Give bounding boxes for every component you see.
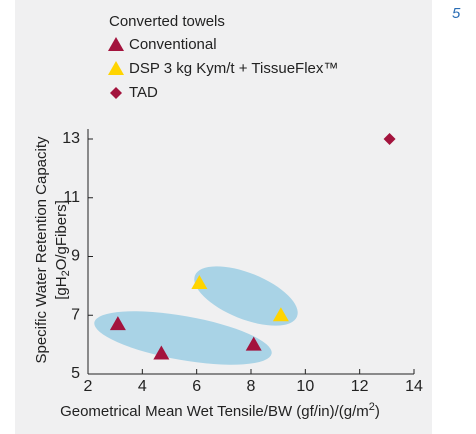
- x-tick-label: 4: [138, 378, 147, 395]
- legend-marker: [108, 61, 124, 75]
- x-tick-label: 14: [405, 378, 423, 395]
- figure-number: 5: [452, 5, 461, 22]
- x-label-sup: 2: [369, 401, 375, 413]
- x-tick-label: 6: [192, 378, 201, 395]
- point: [109, 316, 126, 331]
- y-tick-label: 9: [71, 248, 80, 265]
- cluster-ellipse: [94, 311, 272, 365]
- x-axis-label: Geometrical Mean Wet Tensile/BW (gf/in)/…: [60, 401, 380, 420]
- point: [191, 274, 208, 289]
- legend-title: Converted towels: [109, 13, 225, 30]
- y-label-sub: 2: [60, 270, 72, 276]
- legend-label: TAD: [129, 84, 158, 101]
- legend-label: Conventional: [129, 36, 217, 53]
- legend-marker: [110, 87, 122, 99]
- y-label-part: O/gFibers]: [53, 200, 70, 270]
- legend-marker: [108, 37, 124, 51]
- x-tick-label: 8: [247, 378, 256, 395]
- y-tick-label: 7: [71, 306, 80, 323]
- y-axis-label: [gH2O/gFibers]: [53, 200, 72, 300]
- y-axis-label: Specific Water Retention Capacity: [33, 136, 50, 364]
- cluster-ellipse: [194, 266, 298, 326]
- x-tick-label: 2: [84, 378, 93, 395]
- y-tick-label: 11: [63, 189, 80, 206]
- x-tick-label: 12: [351, 378, 369, 395]
- point: [272, 307, 289, 322]
- x-label-part: Geometrical Mean Wet Tensile/BW (gf/in)/…: [60, 403, 369, 420]
- point: [383, 133, 396, 145]
- x-tick-label: 10: [296, 378, 314, 395]
- point: [245, 336, 262, 351]
- y-tick-label: 13: [62, 130, 80, 147]
- y-tick-label: 5: [71, 365, 80, 382]
- x-label-part: ): [375, 403, 380, 420]
- y-label-part: [gH: [53, 276, 70, 299]
- legend-label: DSP 3 kg Kym/t + TissueFlex™: [129, 60, 338, 77]
- point: [153, 345, 170, 360]
